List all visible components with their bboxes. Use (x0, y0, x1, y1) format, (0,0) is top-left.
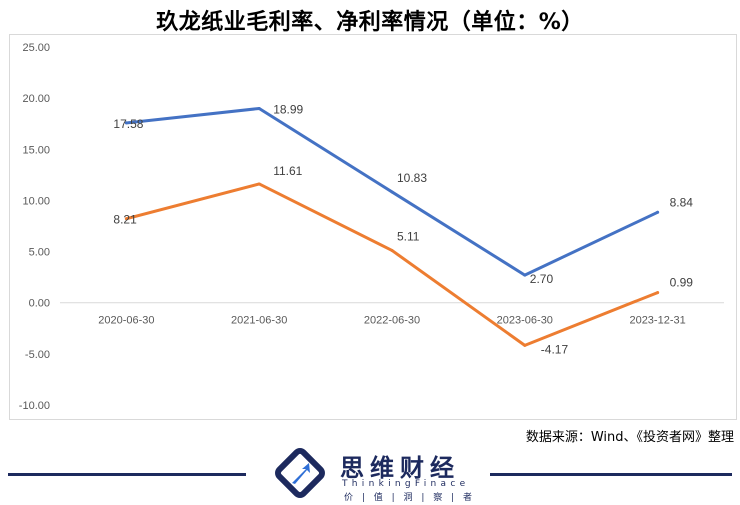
data-point (390, 190, 394, 194)
data-label: 8.21 (113, 213, 137, 227)
data-label: -4.17 (541, 342, 569, 356)
data-label: 5.11 (397, 229, 420, 243)
data-point (257, 106, 261, 110)
line-chart: 25.00 20.00 15.00 10.00 5.00 0.00 -5.00 -10.00 2… (19, 42, 724, 412)
footer-divider-left (8, 473, 246, 476)
data-label: 2.70 (530, 272, 554, 286)
data-point (257, 182, 261, 186)
brand-english-name: ThinkingFinace (342, 479, 470, 489)
data-label: 0.99 (670, 276, 694, 290)
x-tick-label: 2021-06-30 (231, 315, 287, 327)
brand-logo-icon (275, 448, 325, 498)
y-tick-label: 0.00 (29, 298, 50, 310)
data-label: 8.84 (670, 195, 694, 209)
data-label: 17.58 (113, 117, 143, 131)
footer-divider-right (490, 473, 732, 476)
y-tick-label: 10.00 (22, 195, 50, 207)
brand-slogan: 价 | 值 | 洞 | 察 | 者 (344, 493, 476, 503)
y-tick-label: 5.00 (29, 247, 50, 259)
data-label: 18.99 (273, 102, 303, 116)
x-tick-label: 2023-12-31 (629, 315, 685, 327)
data-point (656, 291, 660, 295)
y-tick-label: 25.00 (22, 42, 50, 54)
data-point (390, 248, 394, 252)
x-tick-label: 2022-06-30 (364, 315, 420, 327)
data-point (656, 210, 660, 214)
brand-name: 思维财经 (340, 454, 460, 482)
y-tick-label: 20.00 (22, 93, 50, 105)
x-tick-label: 2020-06-30 (98, 315, 154, 327)
data-point (124, 217, 128, 221)
y-tick-label: -10.00 (19, 400, 50, 412)
data-label: 11.61 (273, 164, 302, 178)
data-point (523, 273, 527, 277)
brand-logo: 思维财经 ThinkingFinace 价 | 值 | 洞 | 察 | 者 (262, 446, 482, 503)
data-point (523, 343, 527, 347)
data-label: 10.83 (397, 171, 427, 185)
data-point (124, 121, 128, 125)
y-tick-label: -5.00 (25, 349, 50, 361)
y-tick-label: 15.00 (22, 144, 50, 156)
chart-area-border (9, 34, 737, 420)
x-tick-label: 2023-06-30 (497, 315, 553, 327)
data-source: 数据来源：Wind、《投资者网》整理 (525, 430, 734, 445)
chart-title: 玖龙纸业毛利率、净利率情况（单位：%） (156, 10, 584, 35)
